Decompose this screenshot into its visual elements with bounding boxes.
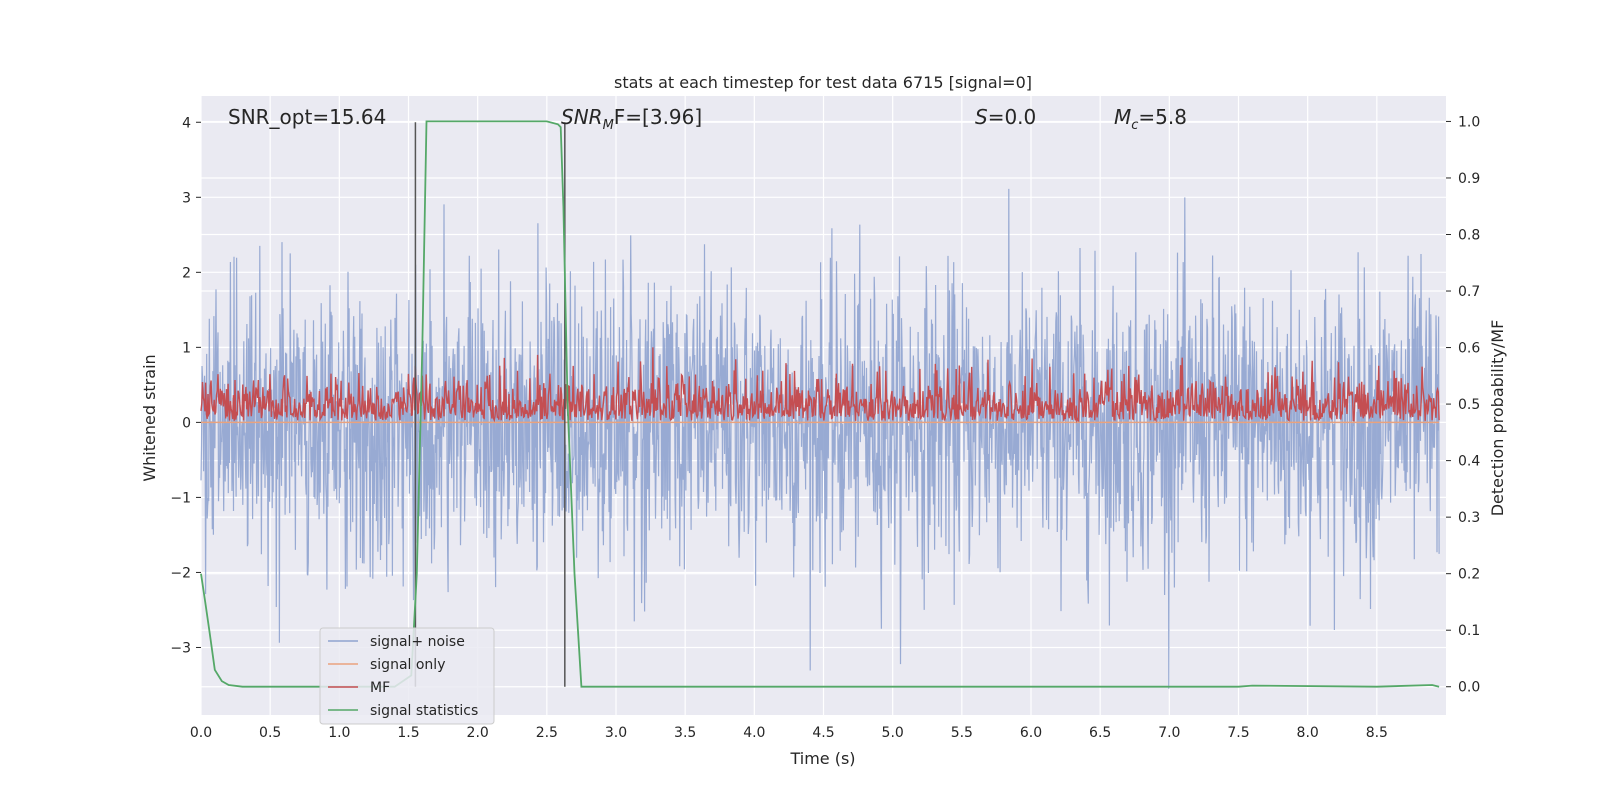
signal-statistics-series [200, 120, 1440, 688]
yr-tick-label-7: 0.3 [1458, 510, 1480, 526]
snr-mf-sub: M [603, 118, 614, 133]
signal-statistics-line [200, 120, 1440, 688]
y-tick-label-1: 3 [182, 190, 191, 206]
legend: signal+ noise signal only MF signal stat… [319, 627, 495, 725]
mf-series [200, 347, 1440, 424]
s-val: =0.0 [988, 105, 1037, 129]
snr-mf-annotation: SNRMF=[3.96] [561, 105, 702, 133]
legend-box [319, 627, 495, 725]
y-tick-label-0: 4 [182, 115, 191, 131]
chart-title: stats at each timestep for test data 671… [614, 73, 1032, 92]
y-right-axis-label: Detection probability/MF [1488, 320, 1507, 517]
x-tick-label-2: 1.0 [328, 725, 350, 741]
x-tick-label-12: 6.0 [1020, 725, 1042, 741]
y-tick-label-3: 1 [182, 340, 191, 356]
yr-tick-label-1: 0.9 [1458, 171, 1480, 187]
y-axis-ticks: 4 3 2 1 0 −1 −2 −3 [170, 115, 201, 656]
x-tick-label-5: 2.5 [536, 725, 558, 741]
x-tick-label-7: 3.5 [674, 725, 696, 741]
yr-tick-label-0: 1.0 [1458, 114, 1480, 130]
mc-annotation: Mc=5.8 [1114, 105, 1187, 133]
yr-tick-label-6: 0.4 [1458, 454, 1480, 470]
x-tick-label-8: 4.0 [743, 725, 765, 741]
x-tick-label-17: 8.5 [1366, 725, 1388, 741]
x-tick-label-0: 0.0 [190, 725, 212, 741]
mc-val: =5.8 [1138, 105, 1187, 129]
yr-tick-label-10: 0.0 [1458, 680, 1480, 696]
legend-label-mf: MF [370, 680, 390, 696]
legend-label-signal-statistics: signal statistics [370, 703, 478, 719]
x-tick-label-16: 8.0 [1297, 725, 1319, 741]
yr-tick-label-8: 0.2 [1458, 567, 1480, 583]
y-axis-label: Whitened strain [140, 354, 159, 481]
y-tick-label-7: −3 [170, 640, 191, 656]
x-tick-label-3: 1.5 [397, 725, 419, 741]
mf-line [200, 347, 1440, 424]
x-tick-label-6: 3.0 [605, 725, 627, 741]
y-tick-label-5: −1 [170, 490, 191, 506]
y-tick-label-6: −2 [170, 565, 191, 581]
snr-opt-annotation: SNR_opt=15.64 [228, 105, 386, 129]
x-tick-label-15: 7.5 [1227, 725, 1249, 741]
yr-tick-label-9: 0.1 [1458, 623, 1480, 639]
x-tick-label-9: 4.5 [812, 725, 834, 741]
yr-tick-label-4: 0.6 [1458, 341, 1480, 357]
legend-label-signal-only: signal only [370, 657, 445, 673]
mc-sub: c [1131, 118, 1138, 133]
y-right-axis-ticks: 1.0 0.9 0.8 0.7 0.6 0.5 0.4 0.3 0.2 0.1 0.0 [1446, 114, 1480, 696]
y-tick-label-4: 0 [182, 415, 191, 431]
s-annotation: S=0.0 [975, 105, 1036, 129]
s-var: S [975, 105, 988, 129]
snr-mf-prefix: SNR [561, 105, 603, 129]
yr-tick-label-3: 0.7 [1458, 284, 1480, 300]
x-tick-label-13: 6.5 [1089, 725, 1111, 741]
x-tick-label-4: 2.0 [467, 725, 489, 741]
y-tick-label-2: 2 [182, 265, 191, 281]
x-tick-label-14: 7.0 [1158, 725, 1180, 741]
x-axis-label: Time (s) [789, 749, 855, 768]
x-axis-ticks: 0.0 0.5 1.0 1.5 2.0 2.5 3.0 3.5 4.0 4.5 5.0 5.5 6.0 6… [190, 725, 1388, 741]
x-tick-label-11: 5.5 [951, 725, 973, 741]
yr-tick-label-5: 0.5 [1458, 397, 1480, 413]
x-tick-label-1: 0.5 [259, 725, 281, 741]
yr-tick-label-2: 0.8 [1458, 227, 1480, 243]
x-tick-label-10: 5.0 [882, 725, 904, 741]
legend-label-signal-noise: signal+ noise [370, 634, 465, 650]
mc-var: M [1114, 105, 1131, 129]
snr-mf-suffix: F=[3.96] [614, 105, 702, 129]
